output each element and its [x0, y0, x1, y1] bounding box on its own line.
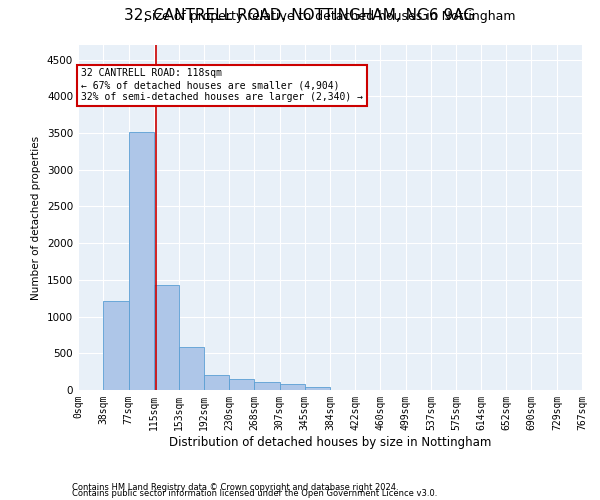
Bar [179, 348, 204, 390]
Text: 32, CANTRELL ROAD, NOTTINGHAM, NG6 9AG: 32, CANTRELL ROAD, NOTTINGHAM, NG6 9AG [124, 8, 476, 22]
Bar [154, 285, 179, 390]
X-axis label: Distribution of detached houses by size in Nottingham: Distribution of detached houses by size … [169, 436, 491, 448]
Bar [103, 300, 128, 390]
Bar [254, 382, 280, 390]
Text: Contains public sector information licensed under the Open Government Licence v3: Contains public sector information licen… [72, 490, 437, 498]
Bar [128, 132, 154, 390]
Bar [305, 388, 331, 390]
Y-axis label: Number of detached properties: Number of detached properties [31, 136, 41, 300]
Text: Contains HM Land Registry data © Crown copyright and database right 2024.: Contains HM Land Registry data © Crown c… [72, 484, 398, 492]
Bar [280, 384, 305, 390]
Text: 32 CANTRELL ROAD: 118sqm
← 67% of detached houses are smaller (4,904)
32% of sem: 32 CANTRELL ROAD: 118sqm ← 67% of detach… [81, 68, 363, 102]
Bar [204, 376, 229, 390]
Bar [229, 379, 254, 390]
Title: Size of property relative to detached houses in Nottingham: Size of property relative to detached ho… [144, 10, 516, 23]
